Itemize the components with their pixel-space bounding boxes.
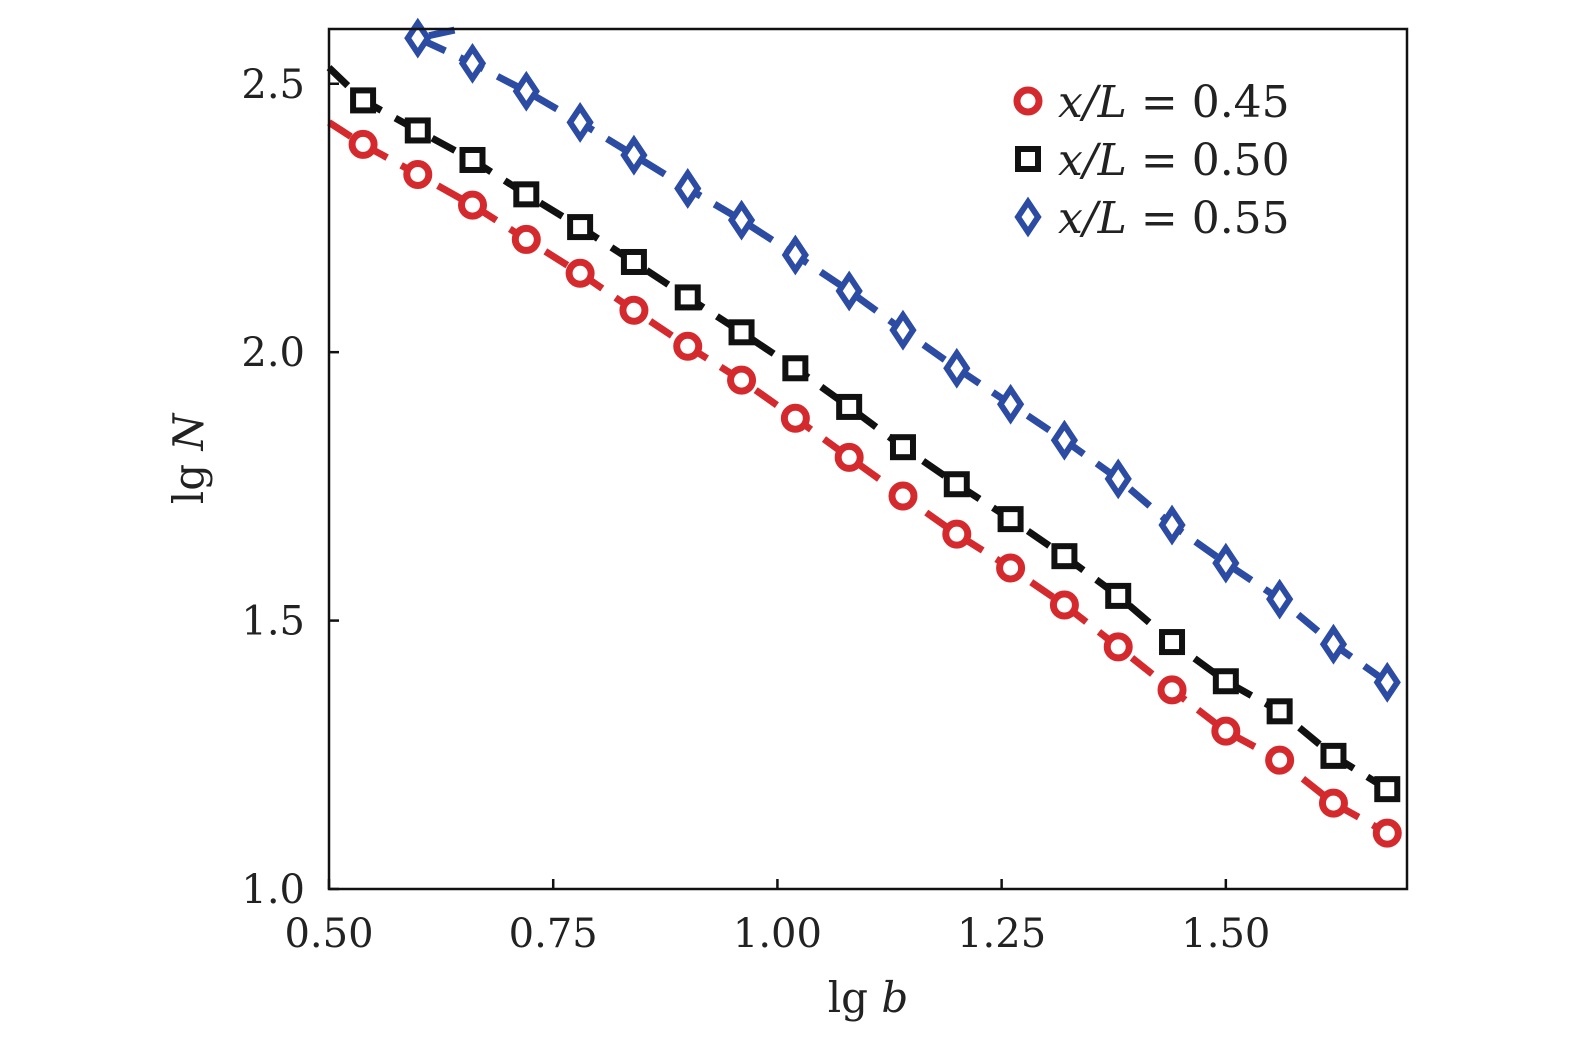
x-tick-label: 0.75 <box>509 911 598 957</box>
square-marker <box>567 214 594 241</box>
square-marker <box>674 284 701 311</box>
square-marker <box>728 319 755 346</box>
square-marker <box>1266 698 1293 725</box>
circle-marker <box>1049 590 1079 620</box>
square-marker <box>889 434 916 461</box>
plot-frame <box>327 27 1409 891</box>
diamond-marker <box>1158 504 1186 546</box>
square-marker <box>997 506 1024 533</box>
square-marker <box>1320 742 1347 769</box>
square-marker <box>1051 543 1078 570</box>
series-line <box>326 65 1390 793</box>
circle-marker <box>457 190 487 220</box>
x-tick-label: 1.25 <box>957 911 1046 957</box>
square-marker <box>513 181 540 208</box>
y-tick-label: 2.5 <box>241 62 305 108</box>
square-marker <box>1015 146 1041 172</box>
circle-marker <box>1013 86 1043 116</box>
square-marker <box>350 87 377 114</box>
circle-marker <box>565 258 595 288</box>
diamond-marker <box>674 168 702 209</box>
diamond-marker <box>1373 661 1401 703</box>
diamond-marker <box>1212 542 1240 584</box>
x-axis-label: lg b <box>828 973 909 1022</box>
square-marker <box>1159 629 1186 656</box>
axis-ticks: 0.50 0.75 1.00 1.25 1.50 1.0 1.5 2.0 2.5 <box>241 62 1270 957</box>
circle-marker <box>348 129 378 159</box>
square-marker <box>1374 776 1401 803</box>
circle-marker <box>1103 632 1133 662</box>
circle-marker <box>780 403 810 433</box>
diamond-marker <box>566 101 594 143</box>
legend-label: x/L = 0.55 <box>1058 193 1290 244</box>
diamond-marker <box>458 42 487 84</box>
diamond-marker <box>1319 623 1348 665</box>
square-marker <box>459 146 486 173</box>
y-tick-label: 1.0 <box>241 867 305 913</box>
circle-marker <box>888 481 918 511</box>
series-line <box>327 119 1389 837</box>
x-tick-label: 0.50 <box>284 911 373 957</box>
square-marker <box>943 471 970 498</box>
square-marker <box>620 248 647 275</box>
diamond-marker <box>1014 196 1042 238</box>
diamond-marker <box>889 309 917 351</box>
diamond-marker <box>620 134 648 176</box>
circle-marker <box>511 224 541 254</box>
x-tick-label: 1.50 <box>1181 911 1270 957</box>
diamond-marker <box>1104 458 1132 500</box>
diamond-marker <box>727 199 756 241</box>
diamond-marker <box>835 270 863 312</box>
diamond-marker <box>512 70 540 112</box>
circle-marker <box>619 295 649 325</box>
square-marker <box>1105 582 1132 609</box>
circle-marker <box>673 331 703 361</box>
legend-label: x/L = 0.45 <box>1058 77 1290 128</box>
diamond-marker <box>1266 578 1294 620</box>
legend: x/L = 0.45 x/L = 0.50 x/L = 0.55 <box>1013 77 1290 244</box>
series-markers <box>348 17 1402 848</box>
circle-marker <box>403 159 433 189</box>
diamond-marker <box>943 347 971 389</box>
circle-marker <box>727 365 757 395</box>
square-marker <box>1212 668 1239 695</box>
circle-marker <box>1318 788 1348 818</box>
diamond-marker <box>996 383 1025 425</box>
circle-marker <box>834 442 864 472</box>
y-tick-label: 2.0 <box>241 330 305 376</box>
y-tick-label: 1.5 <box>241 599 305 645</box>
square-marker <box>782 355 809 382</box>
circle-marker <box>1265 745 1295 775</box>
diamond-marker <box>1050 419 1079 461</box>
square-marker <box>404 117 431 144</box>
circle-marker <box>1211 716 1241 746</box>
legend-label: x/L = 0.50 <box>1058 135 1290 186</box>
circle-marker <box>996 553 1026 583</box>
diamond-marker <box>404 17 432 59</box>
circle-marker <box>942 519 972 549</box>
circle-marker <box>1372 818 1402 848</box>
x-tick-label: 1.00 <box>733 911 822 957</box>
square-marker <box>836 393 863 420</box>
diamond-marker <box>781 234 809 276</box>
y-axis-label: lg N <box>164 413 213 505</box>
circle-marker <box>1157 675 1187 705</box>
